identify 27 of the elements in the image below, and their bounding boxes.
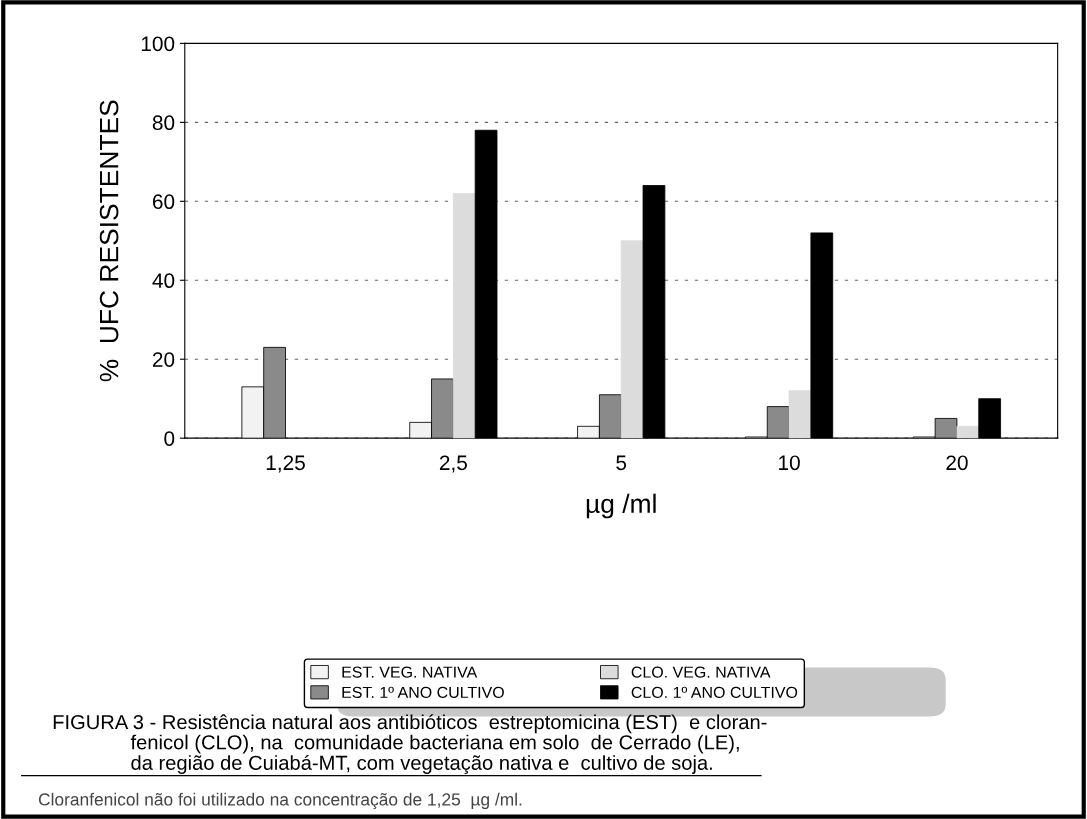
bar — [620, 240, 644, 439]
x-tick-label: 20 — [946, 455, 968, 471]
text: FIGURA 3 - Resistência natural aos antibióticos estreptomicina (EST) e cloran- fenicol (CLO), na comunidade bacteriana em solo de Cerrado (LE), da região de Cuiabá-MT, com vegetação nativa e cultivo de soja. — [53, 714, 767, 774]
bar — [642, 185, 666, 439]
x-tick-label: 10 — [779, 455, 800, 471]
bar — [474, 129, 498, 439]
y-tick-label: 40 — [152, 273, 175, 289]
y-tick-label: 80 — [152, 115, 175, 131]
bar — [452, 193, 476, 439]
text: Cloranfenicol não foi utilizado na concentração de 1,25 µg /ml. — [38, 792, 522, 810]
x-tick-label: 2,5 — [439, 455, 467, 473]
bar — [788, 390, 812, 439]
x-axis-title: µg /ml — [586, 493, 656, 519]
y-axis-title: % UFC RESISTENTES — [99, 100, 119, 382]
legend-label: CLO. VEG. NATIVA — [631, 666, 771, 678]
y-tick-label: 60 — [152, 194, 175, 210]
bar — [978, 398, 1001, 439]
bar — [956, 425, 980, 439]
legend-label: EST. 1º ANO CULTIVO — [342, 686, 504, 699]
legend-label: CLO. 1º ANO CULTIVO — [631, 686, 798, 699]
x-tick-label: 1,25 — [266, 455, 305, 473]
y-tick-label: 100 — [141, 36, 175, 52]
legend-label: EST. VEG. NATIVA — [342, 666, 478, 678]
y-tick-label: 0 — [164, 431, 175, 446]
x-tick-label: 5 — [616, 455, 627, 471]
y-tick-label: 20 — [152, 352, 175, 367]
bar — [810, 232, 834, 439]
